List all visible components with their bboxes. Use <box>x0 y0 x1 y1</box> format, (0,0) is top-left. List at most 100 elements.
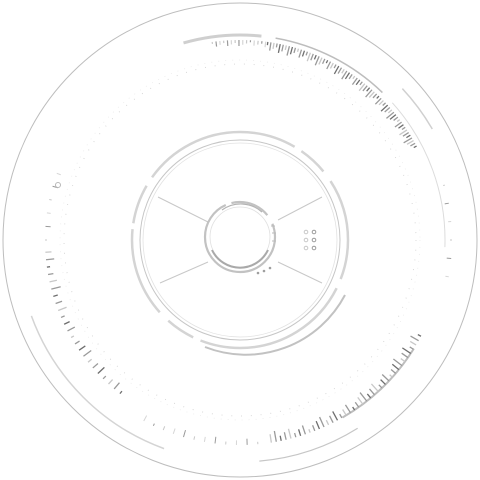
tick-mark <box>365 89 373 98</box>
tick-mark <box>366 393 372 399</box>
outer-arc-segment <box>183 33 262 45</box>
tick-mark <box>113 382 120 390</box>
tick-mark <box>359 81 363 86</box>
tick-mark <box>342 409 347 416</box>
tick-mark <box>215 41 218 47</box>
tick-mark <box>382 102 386 106</box>
tick-mark <box>269 42 272 51</box>
tick-mark <box>46 212 51 214</box>
tick-mark <box>297 429 302 437</box>
tick-mark <box>344 72 351 80</box>
tick-mark <box>359 392 368 402</box>
tick-mark <box>183 429 186 438</box>
tick-mark <box>277 43 281 53</box>
tick-mark <box>341 68 345 74</box>
outer-arc-group <box>30 33 446 462</box>
tick-mark <box>387 109 393 114</box>
tick-mark <box>381 374 390 382</box>
tick-mark <box>269 434 273 443</box>
tick-mark <box>326 61 332 70</box>
central-ring-inner <box>142 142 338 338</box>
tick-mark <box>306 52 311 62</box>
tick-mark <box>394 121 402 128</box>
tick-mark <box>400 358 406 363</box>
tick-mark <box>286 46 291 56</box>
tick-mark <box>281 44 284 52</box>
tick-mark <box>372 93 378 99</box>
tick-mark <box>409 346 414 350</box>
central-lower-arc <box>204 294 346 356</box>
tick-group <box>45 39 452 445</box>
tick-mark <box>301 425 307 435</box>
tick-mark <box>341 70 348 80</box>
tick-mark <box>97 366 105 374</box>
tick-mark <box>403 137 413 144</box>
tick-mark <box>378 384 383 389</box>
tick-mark <box>60 315 65 319</box>
tick-mark <box>49 279 58 283</box>
tick-mark <box>313 54 317 60</box>
tick-mark <box>344 404 351 414</box>
tick-mark <box>413 145 417 149</box>
tick-mark <box>401 347 412 354</box>
tick-mark <box>279 435 282 441</box>
tick-mark <box>329 62 334 69</box>
tick-mark <box>102 375 107 380</box>
indicator-dot <box>311 245 317 251</box>
tick-mark <box>396 119 401 123</box>
tick-mark <box>378 100 384 106</box>
core-inner <box>209 206 271 268</box>
tick-mark <box>83 349 92 357</box>
tick-mark <box>352 75 356 80</box>
tick-mark <box>417 333 422 337</box>
outer-arc-segment <box>259 427 358 462</box>
outer-arc-segment <box>391 102 446 248</box>
indicator-dot <box>303 237 309 243</box>
tick-mark <box>380 104 389 112</box>
indicator-dot-group <box>303 229 317 251</box>
tick-mark <box>325 59 329 64</box>
left-marker-dot <box>55 182 61 188</box>
tick-mark <box>366 87 371 92</box>
tick-mark <box>325 419 330 426</box>
indicator-dot <box>303 245 309 251</box>
tick-mark <box>445 275 449 278</box>
tick-mark <box>275 43 278 48</box>
tick-mark <box>55 300 63 305</box>
tick-mark <box>398 124 404 129</box>
tick-mark <box>56 172 61 176</box>
tick-mark <box>355 79 361 86</box>
outer-arc-segment <box>401 88 433 130</box>
indicator-dot <box>303 229 309 235</box>
tick-mark <box>284 45 287 51</box>
tick-mark <box>401 352 409 359</box>
tick-mark <box>352 406 356 411</box>
core-dot <box>262 269 266 273</box>
tick-mark <box>264 41 267 48</box>
tick-mark <box>333 64 337 69</box>
spoke-lower-left <box>159 261 209 284</box>
tick-mark <box>399 129 408 136</box>
tick-mark <box>273 430 277 442</box>
tick-mark <box>293 432 297 438</box>
core-ring <box>203 200 277 274</box>
tick-mark <box>214 436 217 444</box>
tick-mark <box>47 272 54 276</box>
indicator-dot <box>311 229 317 235</box>
tick-mark <box>272 42 275 50</box>
tick-mark <box>119 390 123 395</box>
tick-mark <box>67 326 76 332</box>
tick-mark <box>368 91 375 98</box>
tick-mark <box>410 335 419 342</box>
tick-mark <box>315 420 321 430</box>
indicator-dot <box>311 237 317 243</box>
tick-mark <box>311 425 316 432</box>
core-arc-top <box>221 203 263 213</box>
tick-mark <box>321 58 326 65</box>
tick-mark <box>143 415 148 422</box>
tick-mark <box>314 56 320 66</box>
tick-mark <box>348 74 353 80</box>
outer-arc-segment <box>275 37 383 94</box>
